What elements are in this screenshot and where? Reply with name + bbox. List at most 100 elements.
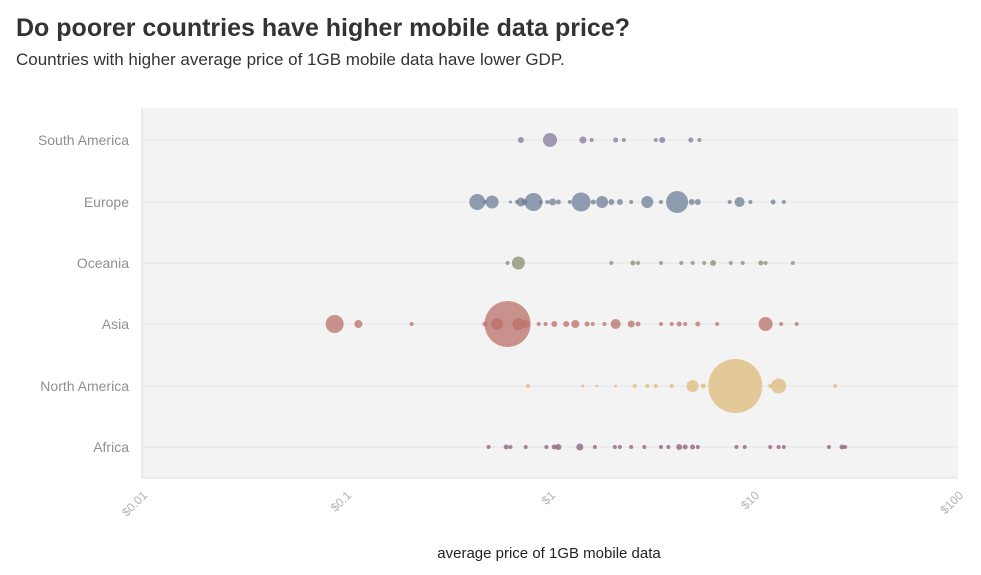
y-label-asia: Asia [102,316,129,332]
x-tick-label: $0.01 [119,488,150,519]
x-tick-label: $10 [738,488,762,512]
data-point-south-america [659,137,666,143]
data-point-south-america [543,133,557,147]
data-point-north-america [581,384,585,388]
data-point-asia [695,321,701,327]
data-point-europe [748,200,753,204]
data-point-europe [629,200,634,204]
data-point-asia [543,322,548,326]
data-point-oceania [702,261,707,265]
data-point-asia [627,320,635,328]
data-point-asia [512,318,525,330]
data-point-europe [483,200,487,204]
data-point-north-america [771,378,787,394]
data-point-north-america [833,384,838,388]
data-point-oceania [740,261,745,265]
x-tick-label: $1 [539,488,559,508]
data-point-africa [508,445,513,449]
data-point-north-america [595,384,599,388]
data-point-europe [571,192,591,212]
data-point-europe [555,199,561,205]
x-tick-label: $0.1 [328,488,355,515]
data-point-asia [779,322,784,326]
data-point-africa [781,445,786,449]
data-point-africa [695,445,700,449]
data-point-europe [567,200,572,204]
data-point-europe [666,191,689,213]
data-point-africa [776,445,781,449]
data-point-europe [616,199,623,205]
data-point-asia [482,321,488,327]
data-point-asia [571,320,580,328]
data-point-oceania [505,261,510,265]
data-point-asia [669,322,674,326]
data-point-south-america [621,138,626,142]
data-point-north-america [614,384,618,388]
y-label-oceania: Oceania [77,255,129,271]
data-point-asia [484,301,531,347]
data-point-africa [826,445,831,449]
data-point-europe [538,200,543,204]
data-point-oceania [690,261,695,265]
data-points [325,133,848,451]
data-point-europe [590,199,596,205]
data-point-south-america [653,138,658,142]
data-point-asia [676,321,682,327]
data-point-africa [592,445,597,449]
data-point-africa [843,445,848,449]
data-point-oceania [630,260,636,266]
data-point-asia [584,321,590,327]
data-point-africa [555,444,562,450]
data-point-south-america [589,138,594,142]
data-point-africa [666,445,671,449]
data-point-africa [690,444,696,450]
data-point-asia [536,322,541,326]
y-label-europe: Europe [84,194,129,210]
data-point-europe [688,199,695,205]
data-point-asia [758,317,773,331]
data-point-africa [682,444,688,450]
data-point-europe [509,200,512,204]
data-point-north-america [632,384,637,388]
data-point-europe [781,200,786,204]
data-point-asia [590,322,595,326]
data-point-europe [485,195,499,209]
data-point-south-america [579,136,587,144]
data-point-oceania [636,261,640,265]
data-point-asia [551,321,558,327]
x-tick-label: $100 [937,488,966,517]
data-point-north-america [526,384,530,388]
data-point-asia [610,319,621,329]
data-point-oceania [511,256,525,270]
data-point-south-america [613,137,619,143]
data-point-africa [642,445,647,449]
data-point-oceania [728,261,733,265]
data-point-asia [602,322,607,326]
data-point-europe [515,200,520,204]
data-point-africa [486,445,491,449]
data-point-europe [694,199,701,205]
data-point-asia [521,320,530,328]
data-point-south-america [697,138,702,142]
data-point-oceania [659,261,663,265]
data-point-asia [794,322,799,326]
data-point-africa [551,444,557,450]
data-point-north-america [653,384,658,388]
data-point-oceania [758,260,764,266]
y-label-south-america: South America [38,132,129,148]
data-point-asia [491,318,503,330]
plot-background [142,108,958,478]
chart-subtitle: Countries with higher average price of 1… [16,50,565,69]
data-point-asia [635,321,641,327]
x-axis-ticks: $0.01 $0.1 $1 $10 $100 [119,488,966,519]
data-point-europe [549,198,557,206]
data-point-south-america [517,137,524,143]
data-point-africa [612,445,617,449]
data-point-africa [734,445,739,449]
x-axis-label: average price of 1GB mobile data [437,545,661,562]
data-point-europe [469,194,486,210]
data-point-asia [409,322,414,326]
data-point-africa [742,445,747,449]
data-point-oceania [790,261,795,265]
